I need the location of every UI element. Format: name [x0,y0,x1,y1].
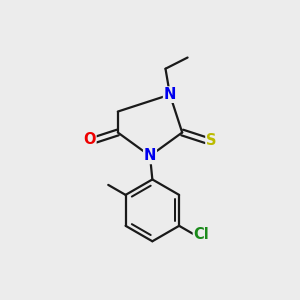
Text: N: N [164,87,176,102]
Text: O: O [83,133,96,148]
Text: S: S [206,133,217,148]
Text: Cl: Cl [194,227,209,242]
Text: N: N [144,148,156,164]
